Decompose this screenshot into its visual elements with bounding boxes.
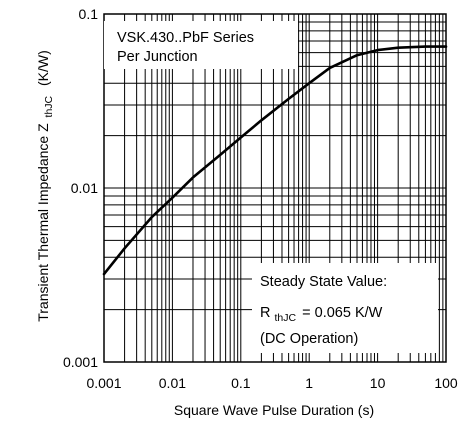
r-subscript: thJC (275, 312, 297, 324)
x-tick-label: 0.01 (159, 375, 186, 391)
y-tick-label: 0.1 (79, 6, 99, 22)
steady-state-box: Steady State Value: R thJC = 0.065 K/W (… (252, 263, 438, 353)
r-symbol: R (260, 305, 270, 321)
x-tick-label: 100 (434, 375, 458, 391)
y-axis-label-main: Transient Thermal Impedance Z (35, 123, 51, 322)
y-axis-label-sub: thJC (43, 95, 55, 117)
r-value: = 0.065 K/W (302, 305, 383, 321)
series-box-line1: VSK.430..PbF Series (117, 30, 254, 46)
x-tick-label: 0.001 (86, 375, 121, 391)
x-tick-label: 10 (370, 375, 386, 391)
y-tick-label: 0.01 (71, 180, 98, 196)
x-tick-label: 1 (305, 375, 313, 391)
steady-state-line3: (DC Operation) (260, 331, 358, 347)
y-axis-label: Transient Thermal Impedance Z thJC (K/W) (35, 50, 55, 322)
y-axis-label-unit: (K/W) (35, 50, 51, 86)
x-axis-label: Square Wave Pulse Duration (s) (174, 402, 374, 418)
y-tick-label: 0.001 (63, 354, 98, 370)
x-tick-label: 0.1 (231, 375, 251, 391)
steady-state-line1: Steady State Value: (260, 274, 387, 290)
series-box-line2: Per Junction (117, 49, 198, 65)
series-box: VSK.430..PbF Series Per Junction (104, 21, 298, 69)
